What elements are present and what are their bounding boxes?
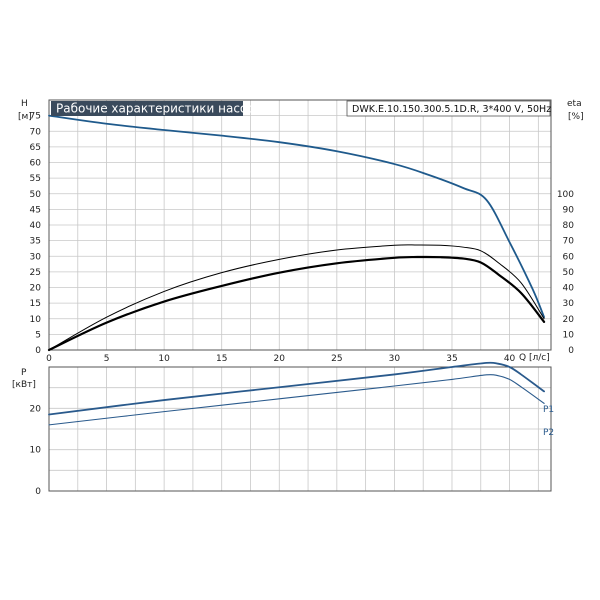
efficiency-curve-inner [47,255,546,352]
eta-tick-label: 50 [563,268,575,278]
eta-tick-label: 40 [563,284,575,294]
eta-tick-label: 100 [557,190,574,200]
head-tick-label: 10 [30,315,42,325]
eta-tick-label: 80 [563,221,575,231]
power-tick-label: 10 [30,446,42,456]
eta-tick-label: 70 [563,237,575,247]
power-tick-label: 20 [30,404,42,414]
legend-p1: P1 [543,405,554,415]
head-axis-name: H [21,99,28,109]
flow-tick-label: 5 [104,354,110,364]
head-tick-label: 70 [30,127,42,137]
eta-tick-label: 30 [563,299,575,309]
flow-tick-label: 0 [46,354,52,364]
model-box [346,100,551,117]
eta-axis-unit: [%] [568,112,584,122]
power-curve-p1 [48,361,545,416]
head-tick-label: 40 [30,221,42,231]
eta-tick-label: 90 [563,205,575,215]
head-tick-label: 30 [30,252,42,262]
flow-tick-label: 20 [274,354,286,364]
head-tick-label: 75 [30,112,41,122]
upper-right-ticks: 0 10 20 30 40 50 60 70 80 90 100 [557,190,574,356]
head-tick-label: 15 [30,299,41,309]
head-axis-unit: [м] [18,112,32,122]
eta-tick-label: 10 [563,330,575,340]
power-axis-name: P [21,368,27,378]
upper-series [47,114,546,352]
power-axis-unit: [кВт] [12,380,36,390]
head-tick-label: 45 [30,205,41,215]
legend-p2: P2 [543,428,554,438]
lower-series [48,361,545,426]
head-tick-label: 5 [35,330,41,340]
head-tick-label: 60 [30,159,42,169]
head-tick-label: 20 [30,284,42,294]
head-tick-label: 65 [30,143,41,153]
efficiency-curve-outer [48,244,545,351]
flow-tick-label: 30 [389,354,401,364]
flow-axis-label: Q [л/с] [519,353,550,363]
head-tick-label: 0 [35,346,41,356]
lower-plot-frame [48,366,552,492]
head-tick-label: 50 [30,190,42,200]
flow-tick-label: 15 [216,354,227,364]
head-tick-label: 25 [30,268,41,278]
eta-tick-label: 20 [563,315,575,325]
eta-tick-label: 0 [568,346,574,356]
model-label: DWK.E.10.150.300.5.1D.R, 3*400 V, 50Hz [352,104,551,115]
head-curve [48,114,545,319]
x-axis-ticks: 0 5 10 15 20 25 30 35 40 [46,354,515,364]
flow-tick-label: 25 [331,354,342,364]
upper-left-ticks: 0 5 10 15 20 25 30 35 40 45 50 55 60 65 70 75 [30,112,42,356]
head-tick-label: 35 [30,237,41,247]
head-tick-label: 55 [30,174,41,184]
flow-tick-label: 35 [446,354,457,364]
flow-tick-label: 40 [504,354,516,364]
title-box [51,101,243,116]
upper-grid [49,100,551,350]
chart-title: Рабочие характеристики насоса [56,102,261,116]
eta-axis-name: eta [567,99,582,109]
lower-grid [49,367,551,491]
lower-left-ticks: 0 10 20 [30,404,42,497]
flow-tick-label: 10 [158,354,170,364]
eta-tick-label: 60 [563,252,575,262]
power-tick-label: 0 [35,487,41,497]
power-curve-p2 [48,374,545,426]
upper-plot-frame [48,99,552,351]
